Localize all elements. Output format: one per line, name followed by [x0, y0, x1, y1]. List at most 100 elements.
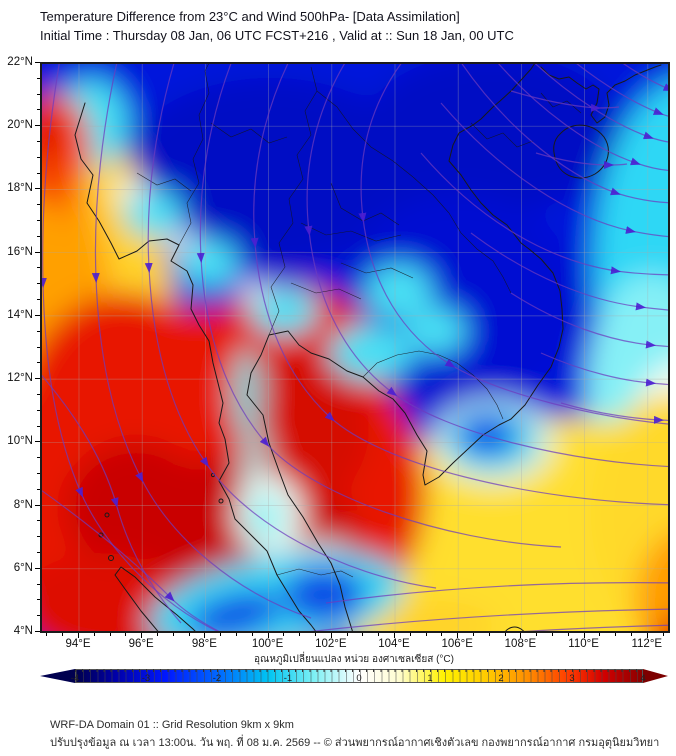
lon-minor-tick [425, 633, 427, 636]
lon-minor-tick [631, 633, 632, 636]
colorbar-tick-label: -3 [141, 673, 151, 684]
lat-minor-tick [37, 425, 40, 427]
lon-minor-tick [46, 633, 48, 636]
lat-tick-mark [35, 251, 40, 253]
lon-tick-label: 100°E [251, 638, 284, 650]
lon-tick-mark [267, 633, 269, 638]
lon-tick-mark [457, 633, 459, 638]
lon-tick-label: 112°E [631, 638, 663, 650]
longitude-axis: 94°E 96°E 98°E 100°E 102°E 104°E 106°E 108°E 110… [40, 633, 670, 655]
lat-minor-tick [37, 109, 40, 111]
lat-tick-mark [35, 62, 40, 63]
lon-minor-tick [283, 633, 285, 636]
colorbar-title: อุณหภูมิเปลี่ยนแปลง หน่วย องศาเซลเซียส (… [254, 654, 454, 665]
lon-minor-tick [172, 633, 174, 636]
colorbar: อุณหภูมิเปลี่ยนแปลง หน่วย องศาเซลเซียส (… [40, 653, 668, 699]
footer-agency-info: ปรับปรุงข้อมูล ณ เวลา 13:00น. วัน พฤ. ที… [50, 737, 660, 749]
lon-minor-tick [552, 633, 553, 636]
lat-minor-tick [37, 393, 40, 395]
lon-tick-label: 94°E [65, 638, 91, 650]
lon-minor-tick [251, 633, 253, 636]
lon-tick-label: 102°E [315, 638, 347, 650]
map-title: Temperature Difference from 23°C and Win… [40, 9, 460, 24]
lat-tick-mark [35, 378, 40, 380]
lon-minor-tick [599, 633, 601, 636]
lon-tick-mark [520, 633, 522, 638]
lon-tick-mark [330, 633, 332, 638]
lon-minor-tick [567, 633, 569, 636]
map-plot [40, 62, 670, 633]
lat-tick-label: 16°N [7, 245, 33, 258]
lat-minor-tick [37, 141, 40, 143]
lat-minor-tick [37, 204, 40, 206]
colorbar-right-arrow [643, 669, 668, 683]
lon-minor-tick [488, 633, 490, 636]
lon-minor-tick [299, 633, 301, 636]
lon-tick-label: 98°E [191, 638, 217, 650]
lat-tick-mark [35, 631, 40, 632]
footer: WRF-DA Domain 01 :: Grid Resolution 9km … [50, 716, 659, 752]
colorbar-gradient [40, 669, 668, 683]
lon-minor-tick [378, 633, 380, 636]
colorbar-tick-label: -4 [70, 673, 80, 684]
lat-tick-label: 6°N [13, 561, 33, 574]
lat-tick-label: 4°N [13, 625, 33, 637]
lat-minor-tick [37, 330, 40, 332]
lon-minor-tick [236, 633, 237, 636]
colorbar-tick-label: 3 [569, 673, 575, 684]
lon-minor-tick [62, 633, 64, 636]
lat-tick-label: 18°N [7, 182, 33, 195]
colorbar-tick-label: -2 [212, 673, 222, 684]
lat-tick-label: 22°N [7, 56, 33, 68]
map-frame [41, 63, 669, 632]
lat-minor-tick [37, 93, 40, 95]
lat-minor-tick [37, 409, 40, 411]
lat-minor-tick [37, 283, 40, 285]
lon-minor-tick [157, 633, 158, 636]
lon-minor-tick [125, 633, 127, 636]
lon-tick-label: 104°E [378, 638, 410, 650]
colorbar-left-arrow [40, 669, 75, 683]
lon-minor-tick [662, 633, 664, 636]
lon-tick-mark [583, 633, 585, 638]
lat-minor-tick [37, 172, 40, 174]
lat-minor-tick [37, 488, 40, 490]
temperature-wind-field [41, 63, 669, 632]
lat-tick-mark [35, 504, 40, 506]
lat-tick-mark [35, 125, 40, 127]
lat-minor-tick [37, 77, 40, 79]
colorbar-tick-label: -1 [283, 673, 293, 684]
lat-tick-label: 12°N [7, 372, 33, 385]
lon-tick-mark [646, 633, 648, 638]
colorbar-tick-label: 0 [356, 673, 362, 684]
lon-minor-tick [409, 633, 411, 636]
title-block: Temperature Difference from 23°C and Win… [40, 7, 514, 45]
lon-minor-tick [536, 633, 538, 636]
lat-minor-tick [37, 235, 40, 237]
colorbar-tick-label: 4 [640, 673, 646, 684]
latitude-axis: 22°N 20°N 18°N 16°N 14°N 12°N 10°N 8°N 6°N 4°N [0, 56, 40, 637]
lat-minor-tick [37, 520, 40, 522]
lat-tick-label: 20°N [7, 119, 33, 132]
lon-tick-label: 96°E [128, 638, 154, 650]
lat-minor-tick [37, 599, 40, 601]
lat-minor-tick [37, 551, 40, 553]
lat-minor-tick [37, 583, 40, 585]
lon-minor-tick [109, 633, 111, 636]
lon-tick-mark [141, 633, 143, 638]
lat-tick-label: 10°N [7, 435, 33, 448]
lon-tick-label: 110°E [568, 638, 599, 650]
lon-tick-mark [394, 633, 395, 638]
lat-tick-mark [35, 188, 40, 190]
lon-minor-tick [315, 633, 316, 636]
lat-minor-tick [37, 267, 40, 269]
hainan-island [553, 124, 609, 179]
lon-minor-tick [188, 633, 190, 636]
lat-tick-mark [35, 567, 40, 569]
lat-minor-tick [37, 220, 40, 222]
lat-minor-tick [37, 156, 40, 158]
coastline-borneo-tip [504, 626, 526, 632]
lon-minor-tick [473, 633, 474, 636]
colorbar-ticks [75, 669, 643, 672]
